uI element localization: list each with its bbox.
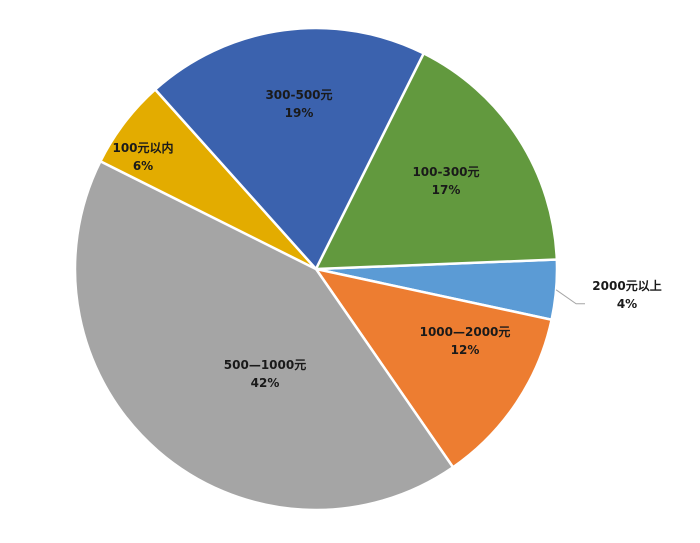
slice-category-label: 100-300元 — [412, 165, 479, 179]
pie-slice-6 — [314, 52, 559, 271]
slice-category-label: 100元以内 — [112, 140, 173, 155]
slice-percent-label: 12% — [451, 343, 480, 357]
pie-slice-3 — [73, 160, 455, 512]
pie-slice-5 — [153, 26, 425, 271]
slice-percent-label: 4% — [617, 297, 637, 311]
slice-category-label: 300-500元 — [265, 88, 332, 102]
leader-lines — [555, 289, 585, 305]
slice-percent-label: 42% — [251, 376, 280, 390]
slice-percent-label: 6% — [133, 159, 153, 173]
slice-category-label: 2000元以上 — [592, 278, 661, 293]
slice-category-label: 500—1000元 — [224, 358, 306, 372]
leader-line-1 — [555, 289, 585, 305]
slice-category-label: 1000—2000元 — [420, 325, 511, 339]
pie-slices — [73, 26, 559, 512]
pie-slice-2 — [314, 267, 553, 469]
slice-labels: 2000元以上 4% 1000—2000元 12% 500—1000元 42% 100元以内… — [112, 88, 661, 390]
slice-percent-label: 17% — [432, 183, 461, 197]
slice-percent-label: 19% — [285, 106, 314, 120]
